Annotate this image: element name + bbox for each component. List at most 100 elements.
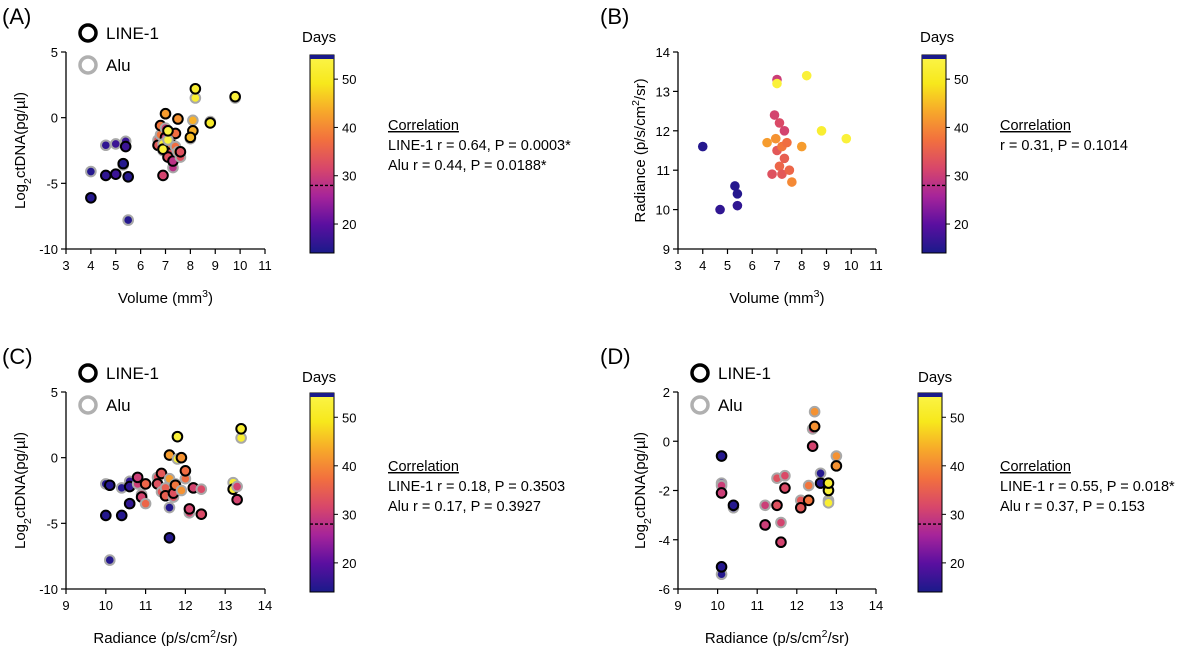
x-tick-label: 8 bbox=[798, 258, 805, 273]
y-tick-label: 0 bbox=[51, 111, 58, 126]
colorbar bbox=[917, 392, 943, 593]
x-tick-label: 5 bbox=[112, 258, 119, 273]
correlation-line: LINE-1 r = 0.64, P = 0.0003* bbox=[388, 138, 571, 154]
point bbox=[769, 110, 780, 120]
x-tick-label: 6 bbox=[137, 258, 144, 273]
point-alu bbox=[759, 499, 771, 512]
point bbox=[732, 189, 743, 199]
x-tick-label: 11 bbox=[750, 598, 764, 613]
chart-panel-3: (D) 9 10 11 12 13 14 -6 -4 -2 0 2 Radiance (p/s/cm2/… bbox=[600, 344, 1175, 647]
x-tick-label: 10 bbox=[233, 258, 247, 273]
x-tick-label: 4 bbox=[87, 258, 94, 273]
point-line1 bbox=[162, 125, 174, 137]
x-tick-label: 11 bbox=[139, 598, 153, 613]
point-line1 bbox=[157, 169, 169, 182]
x-tick-label: 5 bbox=[724, 258, 731, 273]
correlation-title: Correlation bbox=[1000, 118, 1071, 134]
point-line1 bbox=[100, 169, 112, 182]
chart-panel-1: (B) 3 4 5 6 7 8 9 10 11 9 10 11 12 13 14 Volume (mm3) Rad… bbox=[600, 4, 1128, 307]
point-line1 bbox=[204, 117, 217, 129]
point-line1 bbox=[830, 460, 843, 472]
correlation-line: Alu r = 0.17, P = 0.3927 bbox=[388, 499, 541, 515]
x-tick-label: 12 bbox=[178, 598, 192, 613]
point-line1 bbox=[139, 478, 152, 490]
point bbox=[801, 70, 812, 81]
point bbox=[816, 126, 827, 136]
colorbar-cap bbox=[310, 55, 334, 59]
y-tick-label: -5 bbox=[46, 176, 58, 191]
point bbox=[841, 133, 852, 144]
panel-label: (C) bbox=[2, 344, 33, 369]
correlation-title: Correlation bbox=[388, 118, 459, 134]
point-line1 bbox=[171, 430, 184, 443]
point-alu bbox=[231, 480, 243, 493]
colorbar-label: Days bbox=[302, 369, 336, 386]
colorbar bbox=[921, 54, 947, 254]
x-axis-title: Volume (mm3) bbox=[729, 288, 824, 307]
x-tick-label: 10 bbox=[99, 598, 113, 613]
point-line1 bbox=[157, 143, 169, 155]
point bbox=[715, 204, 725, 215]
colorbar-tick-label: 30 bbox=[954, 169, 968, 184]
legend-label: Alu bbox=[106, 56, 131, 75]
point-line1 bbox=[103, 479, 116, 492]
y-tick-label: 11 bbox=[657, 163, 671, 178]
colorbar-tick-label: 40 bbox=[342, 120, 356, 135]
colorbar-tick-label: 50 bbox=[342, 72, 356, 87]
x-tick-label: 10 bbox=[710, 598, 724, 613]
correlation-title: Correlation bbox=[1000, 459, 1071, 475]
legend-marker bbox=[690, 363, 710, 383]
y-tick-label: 5 bbox=[51, 45, 58, 60]
point-line1 bbox=[808, 420, 821, 433]
point bbox=[762, 137, 772, 148]
x-tick-label: 9 bbox=[674, 598, 681, 613]
point-line1 bbox=[802, 494, 815, 507]
x-tick-label: 10 bbox=[844, 258, 858, 273]
legend-marker bbox=[78, 55, 98, 75]
point bbox=[784, 165, 795, 175]
x-axis-title: Volume (mm3) bbox=[118, 288, 213, 307]
point bbox=[779, 126, 790, 136]
legend-label: Alu bbox=[106, 396, 131, 415]
x-tick-label: 12 bbox=[790, 598, 804, 613]
colorbar-tick-label: 20 bbox=[342, 217, 356, 232]
panel-label: (B) bbox=[600, 4, 629, 29]
point-alu bbox=[830, 450, 843, 462]
point-line1 bbox=[184, 131, 197, 144]
point-line1 bbox=[159, 107, 172, 120]
colorbar-tick-label: 50 bbox=[950, 410, 964, 425]
point-line1 bbox=[163, 531, 176, 544]
y-tick-label: 2 bbox=[663, 385, 670, 400]
point-line1 bbox=[123, 497, 136, 510]
point-line1 bbox=[779, 482, 791, 494]
point-line1 bbox=[775, 536, 787, 549]
point-line1 bbox=[119, 140, 132, 153]
x-tick-label: 6 bbox=[749, 258, 756, 273]
point-alu bbox=[822, 497, 835, 509]
point-line1 bbox=[172, 113, 184, 125]
y-tick-label: 14 bbox=[656, 45, 670, 60]
legend-label: LINE-1 bbox=[106, 364, 159, 383]
correlation-title: Correlation bbox=[388, 459, 459, 475]
point bbox=[779, 153, 790, 164]
panel-label: (D) bbox=[600, 344, 631, 369]
point bbox=[796, 141, 807, 152]
chart-panel-0: (A) 3 4 5 6 7 8 9 10 11 -10 -5 0 5 Volume (mm3) Log2ctD… bbox=[2, 4, 571, 307]
colorbar-tick-label: 50 bbox=[954, 72, 968, 87]
x-tick-label: 11 bbox=[258, 258, 272, 273]
point-line1 bbox=[175, 451, 188, 464]
legend-label: LINE-1 bbox=[106, 24, 159, 43]
x-tick-label: 8 bbox=[187, 258, 194, 273]
legend-marker bbox=[78, 23, 98, 43]
point-alu bbox=[195, 483, 208, 495]
x-axis-title: Radiance (p/s/cm2/sr) bbox=[93, 628, 237, 647]
colorbar-label: Days bbox=[302, 29, 336, 46]
x-tick-label: 9 bbox=[62, 598, 69, 613]
point-line1 bbox=[115, 509, 128, 522]
legend-marker bbox=[78, 363, 98, 383]
point-line1 bbox=[822, 477, 835, 489]
colorbar-tick-label: 20 bbox=[954, 217, 968, 232]
point-line1 bbox=[715, 487, 728, 499]
point bbox=[774, 161, 785, 172]
point bbox=[787, 177, 797, 187]
